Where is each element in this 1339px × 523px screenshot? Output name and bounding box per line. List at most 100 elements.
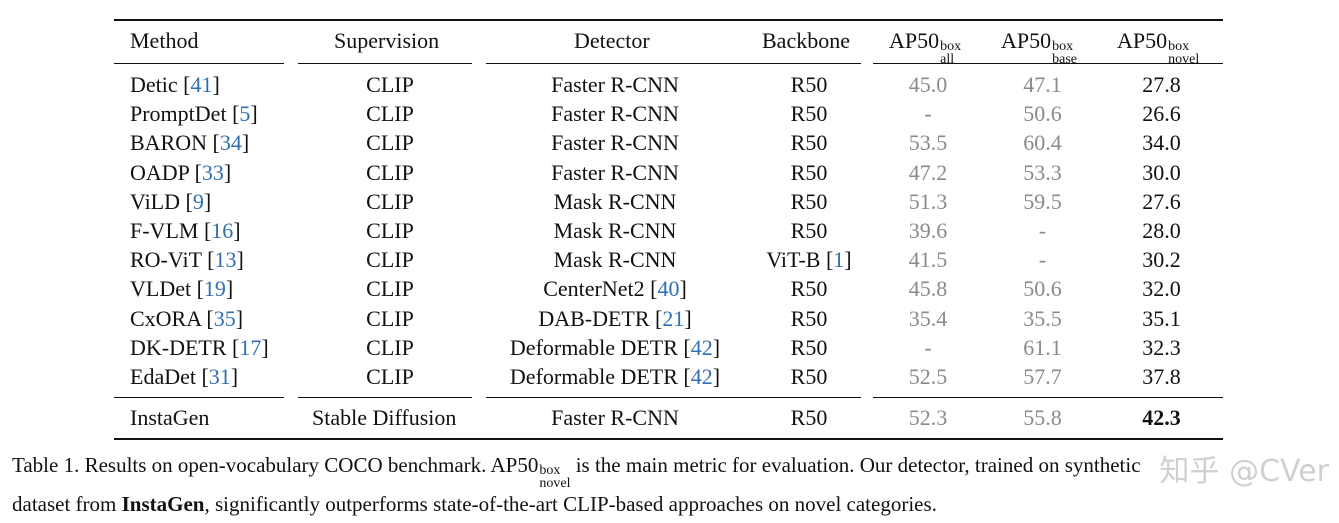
ap-novel-cell: 26.6	[1142, 101, 1181, 126]
citation-link[interactable]: 17	[239, 335, 262, 360]
watermark: 知乎 @CVer	[1159, 454, 1329, 489]
ap-novel-cell: 32.3	[1142, 335, 1181, 360]
citation-link[interactable]: 16	[211, 218, 234, 243]
ap-novel-cell: 30.0	[1142, 160, 1181, 185]
citation-link[interactable]: 21	[662, 306, 685, 331]
method-cell: PromptDet [5]	[130, 101, 258, 126]
citation-link[interactable]: 31	[208, 364, 231, 389]
caption-part2: is the main metric for evaluation. Our d…	[570, 453, 1141, 477]
citation-link[interactable]: 13	[214, 247, 237, 272]
ap-base-cell: 50.6	[1023, 101, 1062, 126]
header-rule-detector	[486, 63, 861, 64]
citation-link[interactable]: 1	[833, 247, 845, 272]
cell-text: VLDet	[130, 276, 192, 301]
cell-text: F-VLM	[130, 218, 199, 243]
ap-all-cell: 39.6	[908, 218, 948, 243]
cell-text: R50	[790, 364, 828, 389]
citation-link[interactable]: 42	[690, 335, 713, 360]
ap-novel-cell: 32.0	[1142, 276, 1181, 301]
ap-novel-cell: 37.8	[1142, 364, 1181, 389]
header-ap-base-sub: base	[1052, 52, 1078, 67]
cell-text: PromptDet	[130, 101, 227, 126]
header-rule-ap	[873, 63, 1223, 64]
caption-sup: box	[539, 463, 561, 478]
final-detector: Faster R-CNN	[551, 405, 679, 430]
cell-text: Mask R-CNN	[553, 218, 677, 243]
backbone-cell: R50	[760, 276, 858, 302]
supervision-cell: CLIP	[366, 189, 414, 214]
backbone-cell: R50	[760, 72, 858, 98]
detector-cell: CenterNet2 [40]	[543, 276, 687, 301]
citation-link[interactable]: 33	[201, 160, 224, 185]
final-backbone: R50	[790, 405, 828, 430]
ap-novel-cell: 35.1	[1142, 306, 1181, 331]
caption-line-1: Table 1. Results on open-vocabulary COCO…	[12, 451, 1332, 491]
citation-link[interactable]: 41	[190, 72, 213, 97]
ap-novel-cell: 30.2	[1142, 247, 1181, 272]
cell-text: Faster R-CNN	[551, 101, 679, 126]
citation-link[interactable]: 40	[657, 276, 680, 301]
citation-link[interactable]: 34	[219, 130, 242, 155]
ap-novel-cell: 27.6	[1142, 189, 1181, 214]
cell-text: R50	[790, 218, 828, 243]
ap-base-cell: -	[1038, 247, 1047, 272]
cell-text: R50	[790, 130, 828, 155]
method-cell: ViLD [9]	[130, 189, 212, 214]
method-cell: RO-ViT [13]	[130, 247, 244, 272]
citation-link[interactable]: 42	[690, 364, 713, 389]
detector-cell: Faster R-CNN	[486, 160, 744, 186]
backbone-cell: R50	[760, 130, 858, 156]
header-ap-novel-scripts: box novel	[1168, 40, 1200, 67]
backbone-cell: R50	[760, 189, 858, 215]
cell-text: R50	[790, 335, 828, 360]
method-cell: EdaDet [31]	[130, 364, 239, 389]
ap-novel-cell: 34.0	[1142, 130, 1181, 155]
header-ap-base-sup: box	[1052, 39, 1074, 54]
header-ap-base-main: AP50	[1001, 28, 1052, 53]
caption-line-2: dataset from InstaGen, significantly out…	[12, 490, 1332, 519]
final-ap-novel: 42.3	[1142, 405, 1181, 430]
method-cell: DK-DETR [17]	[130, 335, 269, 360]
caption-scripts: box novel	[539, 463, 570, 491]
cell-text: DK-DETR	[130, 335, 227, 360]
detector-cell: DAB-DETR [21]	[538, 306, 692, 331]
cell-text: DAB-DETR	[538, 306, 650, 331]
backbone-cell: R50	[760, 160, 858, 186]
bottom-rule	[114, 438, 1223, 440]
citation-link[interactable]: 19	[203, 276, 226, 301]
citation-link[interactable]: 9	[192, 189, 204, 214]
ap-base-cell: 53.3	[1023, 160, 1062, 185]
cell-text: Faster R-CNN	[551, 72, 679, 97]
ap-base-cell: 57.7	[1023, 364, 1062, 389]
method-cell: BARON [34]	[130, 130, 250, 155]
ap-base-cell: 35.5	[1023, 306, 1062, 331]
cell-text: RO-ViT	[130, 247, 202, 272]
cell-text: Mask R-CNN	[553, 247, 677, 272]
ap-base-cell: 47.1	[1023, 72, 1062, 97]
cell-text: Mask R-CNN	[553, 189, 677, 214]
ap-all-cell: 53.5	[908, 130, 948, 155]
citation-link[interactable]: 5	[239, 101, 251, 126]
detector-cell: Deformable DETR [42]	[509, 364, 721, 389]
cell-text: R50	[790, 160, 828, 185]
header-supervision: Supervision	[334, 28, 440, 53]
cell-text: R50	[790, 276, 828, 301]
mid-rule-ap	[873, 397, 1223, 398]
ap-novel-cell: 27.8	[1142, 72, 1181, 97]
header-ap-novel-sub: novel	[1168, 52, 1200, 67]
ap-all-cell: 52.5	[908, 364, 948, 389]
cell-text: EdaDet	[130, 364, 196, 389]
supervision-cell: CLIP	[366, 364, 414, 389]
cell-text: R50	[790, 306, 828, 331]
supervision-cell: CLIP	[366, 306, 414, 331]
citation-link[interactable]: 35	[213, 306, 236, 331]
detector-cell: Mask R-CNN	[486, 189, 744, 215]
supervision-cell: CLIP	[366, 335, 414, 360]
caption-line2-a: dataset from	[12, 492, 122, 516]
mid-rule-supervision	[298, 397, 472, 398]
header-ap-all-main: AP50	[889, 28, 940, 53]
supervision-cell: CLIP	[366, 276, 414, 301]
caption-bold: InstaGen	[121, 492, 205, 516]
method-cell: OADP [33]	[130, 160, 232, 185]
header-method: Method	[130, 28, 199, 53]
